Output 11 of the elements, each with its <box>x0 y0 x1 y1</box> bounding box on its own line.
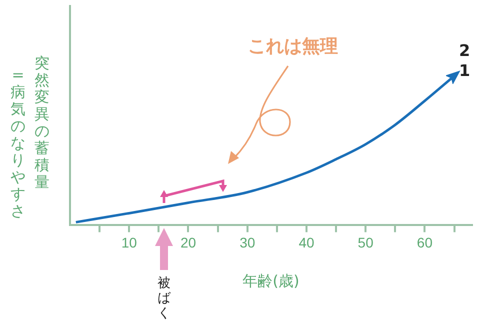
x-tick-label: 50 <box>358 234 374 250</box>
text: 被ばく <box>157 276 171 321</box>
x-tick-label: 30 <box>240 234 256 250</box>
text: これは無理 <box>248 35 338 58</box>
x-tick-label: 10 <box>121 234 138 250</box>
x-tick-label: 40 <box>298 234 314 250</box>
annotation: 1 <box>459 61 470 80</box>
x-tick-label: 20 <box>180 234 196 250</box>
x-axis-title: 年齢(歳) <box>242 272 300 290</box>
x-tick-label: 60 <box>416 234 433 250</box>
text: 2 <box>459 41 470 60</box>
